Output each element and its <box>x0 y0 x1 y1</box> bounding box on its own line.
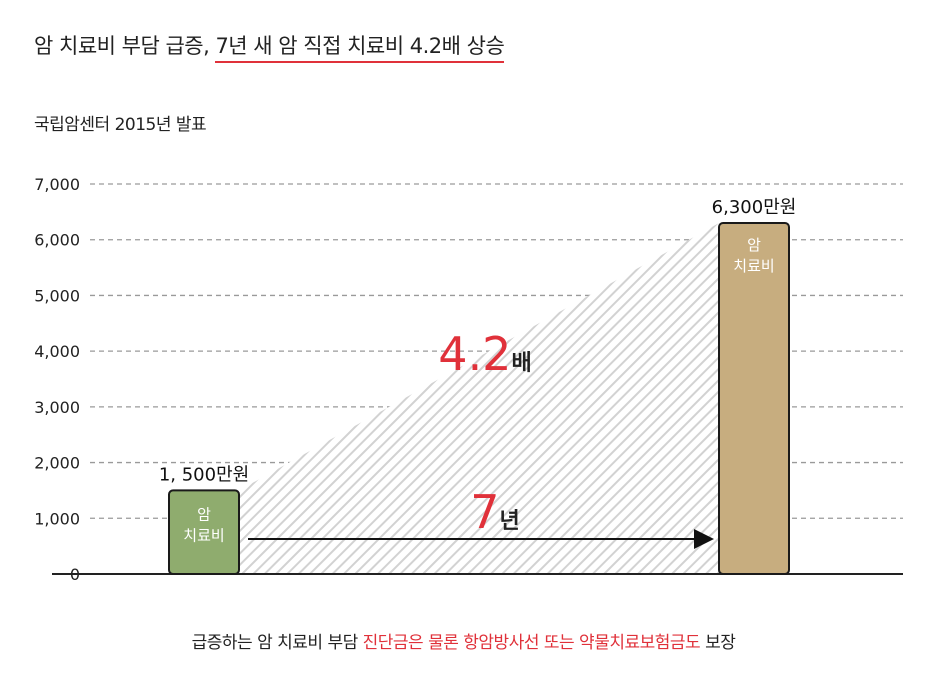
ratio-unit: 배 <box>511 351 531 376</box>
caption-part1: 급증하는 암 치료비 부담 <box>191 633 363 653</box>
footer-caption: 급증하는 암 치료비 부담 진단금은 물론 항암방사선 또는 약물치료보험금도 … <box>0 628 927 653</box>
bar-inner-label: 치료비 <box>733 257 774 275</box>
ratio-number: 4.2 <box>438 327 511 381</box>
y-tick-label: 2,000 <box>34 454 80 473</box>
growth-hatch-area <box>239 223 719 574</box>
y-tick-label: 6,000 <box>34 231 80 250</box>
title-highlight: 7년 새 암 직접 치료비 4.2배 상승 <box>215 34 505 63</box>
period-unit: 년 <box>500 509 520 534</box>
period-annotation: 7년 <box>470 485 520 539</box>
bar <box>718 222 790 575</box>
y-tick-label: 7,000 <box>34 175 80 194</box>
period-number: 7 <box>470 485 499 539</box>
y-tick-label: 5,000 <box>34 286 80 305</box>
chart-source: 국립암센터 2015년 발표 <box>34 115 207 135</box>
y-tick-label: 3,000 <box>34 398 80 417</box>
bar-value-label: 1, 500만원 <box>159 464 249 485</box>
page-title: 암 치료비 부담 급증, 7년 새 암 직접 치료비 4.2배 상승 <box>34 30 505 63</box>
bar <box>168 489 240 575</box>
y-tick-label: 1,000 <box>34 509 80 528</box>
caption-part3: 보장 <box>700 633 736 653</box>
bar-value-label: 6,300만원 <box>712 197 797 218</box>
bar-inner-label: 암 <box>747 236 761 254</box>
bar-inner-label: 암 <box>197 505 211 523</box>
title-plain: 암 치료비 부담 급증, <box>34 34 216 58</box>
caption-highlight: 진단금은 물론 항암방사선 또는 약물치료보험금도 <box>362 633 701 653</box>
y-tick-label: 4,000 <box>34 342 80 361</box>
ratio-annotation: 4.2배 <box>438 327 531 381</box>
bar-inner-label: 치료비 <box>183 526 224 544</box>
